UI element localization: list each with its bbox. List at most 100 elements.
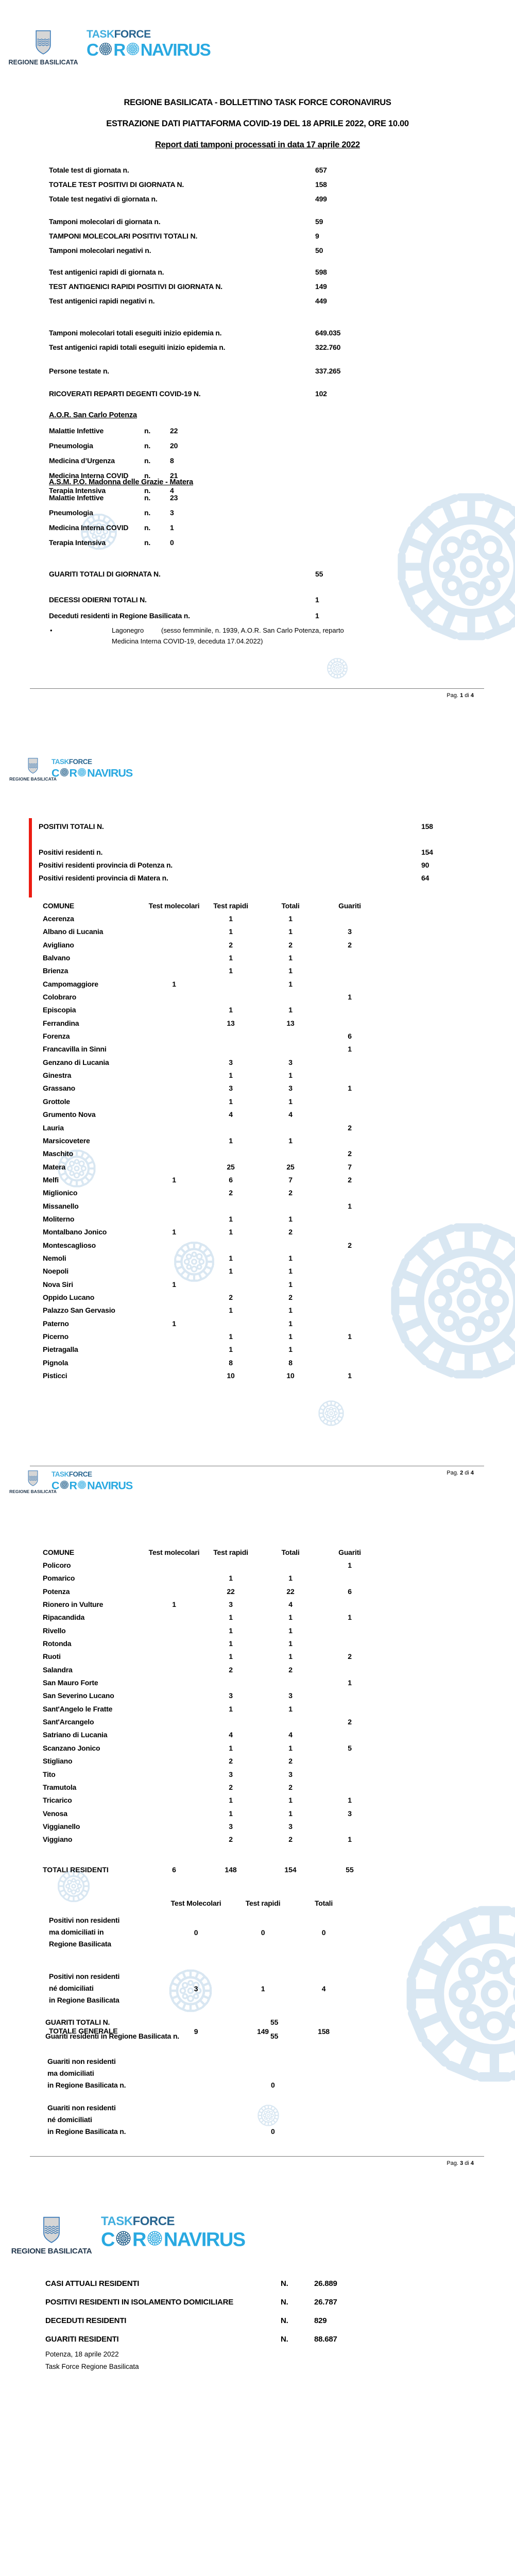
- table-row: Rotonda 1 1: [43, 1639, 293, 1648]
- table-row: Ferrandina 13 13: [43, 1019, 295, 1027]
- table-row: Marsicovetere 1 1: [43, 1136, 293, 1145]
- basilicata-shield-icon: [27, 1470, 39, 1487]
- virus-icon: [59, 1480, 70, 1490]
- non-residenti-subtable: Test Molecolari Test rapidi Totali Posit…: [30, 1899, 359, 2037]
- table-row: Tricarico 1 1 1: [43, 1796, 352, 1805]
- stat-row: TAMPONI MOLECOLARI POSITIVI TOTALI N. 9: [49, 232, 319, 240]
- decessi-row: DECESSI ODIERNI TOTALI N. 1: [49, 596, 319, 604]
- table-row: Colobraro 1: [43, 993, 352, 1002]
- page-number: Pag. 2 di 4: [447, 1470, 474, 1476]
- table-row: San Mauro Forte 1: [43, 1679, 352, 1687]
- virus-icon: [77, 1480, 87, 1490]
- deceduti-row: Deceduti residenti in Regione Basilicata…: [49, 612, 319, 620]
- table-row: Pomarico 1 1: [43, 1574, 293, 1583]
- hospital-name: A.O.R. San Carlo Potenza: [49, 411, 137, 419]
- table-row: Pietragalla 1 1: [43, 1345, 293, 1354]
- table-row: Miglionico 2 2: [43, 1189, 293, 1197]
- table-row: Oppido Lucano 2 2: [43, 1293, 293, 1301]
- taskforce-logo-text: TASKFORCE: [87, 28, 151, 40]
- table-row: Ruoti 1 1 2: [43, 1652, 352, 1661]
- region-basilicata-logo: REGIONE BASILICATA: [4, 1470, 62, 1494]
- table-row: Matera 25 25 7: [43, 1162, 352, 1171]
- table-row: Viggianello 3 3: [43, 1822, 293, 1831]
- guariti-totali-row: GUARITI TOTALI N. 55: [45, 2018, 279, 2026]
- ward-row: Pneumologia n. 3: [49, 509, 174, 517]
- table-header-row: COMUNE Test molecolari Test rapidi Total…: [43, 901, 361, 910]
- virus-watermark: [379, 474, 515, 659]
- stat-row: Test antigenici rapidi di giornata n. 598: [49, 268, 327, 276]
- taskforce-coronavirus-logo: TASKFORCE C R NAVIRUS: [101, 2214, 246, 2251]
- table-row: Rionero in Vulture 1 3 4: [43, 1600, 293, 1609]
- guariti-non-residenti-block: Guariti non residenti ma domiciliati in …: [47, 2057, 275, 2089]
- stat-row: Totale test di giornata n. 657: [49, 166, 327, 174]
- table-row: Lauria 2: [43, 1123, 352, 1132]
- table-row: Scanzano Jonico 1 1 5: [43, 1743, 352, 1752]
- table-row: Ginestra 1 1: [43, 1071, 293, 1080]
- table-row: Pisticci 10 10 1: [43, 1371, 352, 1380]
- bullet-icon: •: [50, 626, 53, 634]
- ward-row: Medicina Interna COVID n. 21: [49, 471, 178, 480]
- title-line-2: ESTRAZIONE DATI PIATTAFORMA COVID-19 DEL…: [106, 119, 409, 128]
- virus-watermark: [384, 1883, 515, 2105]
- guariti-giornata-row: GUARITI TOTALI DI GIORNATA N. 55: [49, 570, 323, 578]
- ward-row: Malattie Infettive n. 23: [49, 494, 178, 502]
- table-row: Grumento Nova 4 4: [43, 1110, 293, 1119]
- region-basilicata-logo: REGIONE BASILICATA: [5, 2216, 98, 2256]
- table-row: Salandra 2 2: [43, 1665, 293, 1674]
- region-logo-label: REGIONE BASILICATA: [8, 59, 78, 66]
- hospital-block-matera: A.S.M. P.O. Madonna delle Grazie - Mater…: [49, 478, 255, 553]
- table-row: Avigliano 2 2 2: [43, 940, 352, 949]
- table-row: Moliterno 1 1: [43, 1214, 293, 1223]
- coronavirus-logo-text: C R NAVIRUS: [87, 40, 211, 59]
- subtable-row: Positivi non residenti né domiciliati in…: [49, 1972, 326, 2004]
- table-row: Viggiano 2 2 1: [43, 1835, 352, 1844]
- summary-stat-row: POSITIVI RESIDENTI IN ISOLAMENTO DOMICIL…: [45, 2298, 337, 2307]
- taskforce-coronavirus-logo: TASKFORCE C R NAVIRUS: [87, 28, 211, 59]
- table-row: Palazzo San Gervasio 1 1: [43, 1306, 293, 1315]
- ward-row: Pneumologia n. 20: [49, 442, 178, 450]
- stat-row: Tamponi molecolari totali eseguiti inizi…: [49, 329, 341, 337]
- virus-icon: [125, 41, 141, 57]
- ward-row: Medicina d’Urgenza n. 8: [49, 456, 174, 465]
- region-basilicata-logo: REGIONE BASILICATA: [0, 30, 87, 66]
- comune-table-page2: COMUNE Test molecolari Test rapidi Total…: [30, 899, 411, 1382]
- table-row: Ripacandida 1 1 1: [43, 1613, 352, 1622]
- table-row: Nova Siri 1 1: [43, 1280, 293, 1289]
- taskforce-coronavirus-logo: TASKFORCE C R NAVIRUS: [52, 1470, 133, 1492]
- virus-icon: [114, 2229, 132, 2247]
- hospital-name: A.S.M. P.O. Madonna delle Grazie - Mater…: [49, 478, 193, 486]
- page-number: Pag. 3 di 4: [447, 2160, 474, 2166]
- stat-row: RICOVERATI REPARTI DEGENTI COVID-19 N. 10…: [49, 389, 327, 398]
- table-row: Grassano 3 3 1: [43, 1084, 352, 1093]
- ward-row: Medicina Interna COVID n. 1: [49, 523, 174, 532]
- table-row: San Severino Lucano 3 3: [43, 1691, 293, 1700]
- table-row: Forenza 6: [43, 1032, 352, 1041]
- summary-stat-row: DECEDUTI RESIDENTI N. 829: [45, 2316, 327, 2325]
- signature-place-date: Potenza, 18 aprile 2022: [45, 2350, 119, 2358]
- region-basilicata-logo: REGIONE BASILICATA: [4, 757, 62, 782]
- virus-icon: [77, 767, 87, 777]
- positivi-row: Positivi residenti provincia di Matera n…: [39, 874, 430, 882]
- table-header-row: COMUNE Test molecolari Test rapidi Total…: [43, 1548, 361, 1556]
- subtable-row: Positivi non residenti ma domiciliati in…: [49, 1916, 326, 1948]
- table-row: Noepoli 1 1: [43, 1267, 293, 1276]
- table-row: Francavilla in Sinni 1: [43, 1045, 352, 1054]
- hospital-block-potenza: A.O.R. San Carlo Potenza Malattie Infett…: [49, 411, 255, 501]
- stat-row: Test antigenici rapidi totali eseguiti i…: [49, 343, 341, 351]
- stat-row: Tamponi molecolari di giornata n. 59: [49, 217, 323, 226]
- virus-icon: [98, 41, 113, 57]
- signature-org: Task Force Regione Basilicata: [45, 2363, 139, 2370]
- virus-watermark: [315, 1397, 347, 1429]
- guariti-residenti-row: Guariti residenti in Regione Basilicata …: [45, 2032, 279, 2040]
- positivi-row: Positivi residenti provincia di Potenza …: [39, 861, 430, 869]
- page-divider: [30, 2156, 484, 2157]
- table-row: Episcopia 1 1: [43, 1006, 293, 1014]
- table-row: Montalbano Jonico 1 1 2: [43, 1228, 293, 1236]
- stat-row: TOTALE TEST POSITIVI DI GIORNATA N. 158: [49, 180, 327, 189]
- title-line-1: REGIONE BASILICATA - BOLLETTINO TASK FOR…: [124, 98, 391, 107]
- table-row: Stigliano 2 2: [43, 1757, 293, 1766]
- virus-icon: [59, 767, 70, 777]
- page-number: Pag. 1 di 4: [447, 692, 474, 699]
- positivi-row: Positivi residenti n. 154: [39, 848, 433, 856]
